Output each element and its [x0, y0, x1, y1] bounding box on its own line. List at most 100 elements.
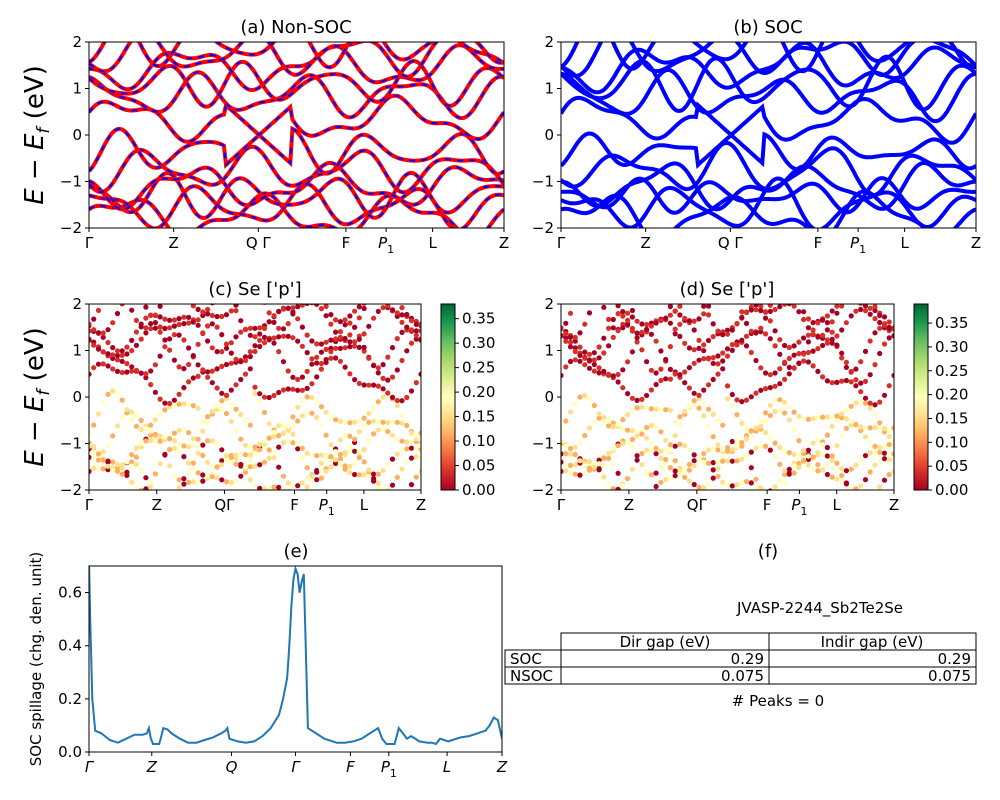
projected-point [591, 361, 597, 368]
projected-point [205, 414, 211, 420]
projected-point [577, 344, 583, 350]
projected-point [829, 457, 835, 464]
projected-point [205, 438, 211, 444]
projected-point [280, 486, 287, 490]
projected-point [219, 406, 225, 412]
projected-point [375, 308, 381, 314]
projected-point [791, 343, 797, 349]
projected-point [872, 443, 878, 449]
projected-point [886, 434, 892, 440]
projected-point [601, 415, 607, 421]
projected-point [157, 411, 163, 417]
projected-point [233, 478, 239, 484]
projected-point [233, 382, 239, 388]
projected-point [394, 310, 400, 316]
projected-point [677, 414, 683, 420]
projected-point [91, 342, 97, 348]
nonsoc-band-dash [89, 192, 504, 228]
y-tick-label: 2 [544, 33, 554, 51]
projected-point [361, 459, 367, 465]
projected-point [95, 411, 102, 417]
projected-point [247, 366, 253, 372]
projected-point [380, 386, 386, 392]
projected-point [701, 387, 707, 393]
projected-point [729, 347, 735, 353]
projected-point [347, 339, 353, 345]
projected-point [257, 343, 263, 350]
projected-point [606, 316, 612, 322]
projected-point [796, 460, 802, 466]
projected-point [285, 480, 291, 486]
projected-point [862, 477, 869, 483]
table-cell-value: 0.075 [721, 667, 764, 685]
projected-point [266, 394, 272, 401]
x-tick-label: L [360, 496, 369, 514]
projected-point [567, 409, 574, 415]
projected-point [382, 304, 384, 305]
projected-point [710, 475, 716, 481]
projected-point [110, 388, 116, 394]
projected-point [748, 349, 754, 356]
projected-point [743, 436, 750, 442]
projected-point [376, 295, 381, 300]
projected-point [682, 474, 688, 480]
projected-point [705, 312, 712, 318]
projected-point [777, 407, 783, 413]
projected-point [129, 307, 135, 313]
projected-point [872, 330, 878, 336]
projected-point [853, 462, 859, 468]
x-tick-label: Γ [85, 496, 94, 514]
projected-point [682, 369, 688, 375]
projected-point [667, 376, 674, 382]
projected-point [214, 475, 220, 481]
projected-point [133, 423, 139, 429]
projected-point [824, 432, 831, 438]
projected-point [654, 290, 659, 295]
projected-point [567, 334, 574, 340]
projected-point [209, 368, 215, 374]
projected-point [858, 359, 864, 365]
projected-point [314, 341, 320, 347]
nonsoc-band [89, 125, 504, 176]
projected-point [691, 402, 697, 408]
projected-point [152, 431, 158, 437]
projected-point [309, 282, 314, 287]
y-tick-label: −2 [60, 481, 82, 499]
projected-point [238, 411, 244, 418]
projected-point [606, 371, 612, 377]
projected-point [110, 282, 115, 287]
projected-point [138, 324, 144, 330]
projected-point [342, 419, 348, 425]
projected-point [252, 463, 258, 469]
projected-point [705, 356, 712, 362]
nonsoc-band-dash [89, 161, 504, 211]
projected-point [399, 398, 405, 404]
projected-point [157, 329, 163, 335]
projected-point [371, 296, 376, 301]
projected-point [276, 308, 282, 314]
projected-point [786, 344, 792, 351]
soc-band [561, 189, 976, 228]
projected-point [606, 417, 612, 423]
projected-point [242, 417, 249, 423]
projected-point [115, 281, 120, 286]
projected-point [729, 447, 735, 453]
projected-point [304, 394, 310, 400]
projected-point [380, 305, 386, 311]
projected-point [767, 447, 773, 453]
projected-point [705, 406, 712, 412]
projected-point [399, 413, 405, 419]
projected-point [347, 463, 353, 470]
projected-point [356, 418, 362, 424]
projected-point [152, 325, 158, 331]
panel-b-title: (b) SOC [733, 17, 802, 38]
projected-point [304, 476, 310, 482]
projected-point [848, 418, 854, 424]
projected-point [205, 374, 211, 380]
projected-point [853, 366, 859, 372]
projected-point [777, 444, 783, 451]
projected-point [167, 317, 173, 323]
projected-point [261, 394, 268, 400]
projected-point [148, 438, 154, 444]
